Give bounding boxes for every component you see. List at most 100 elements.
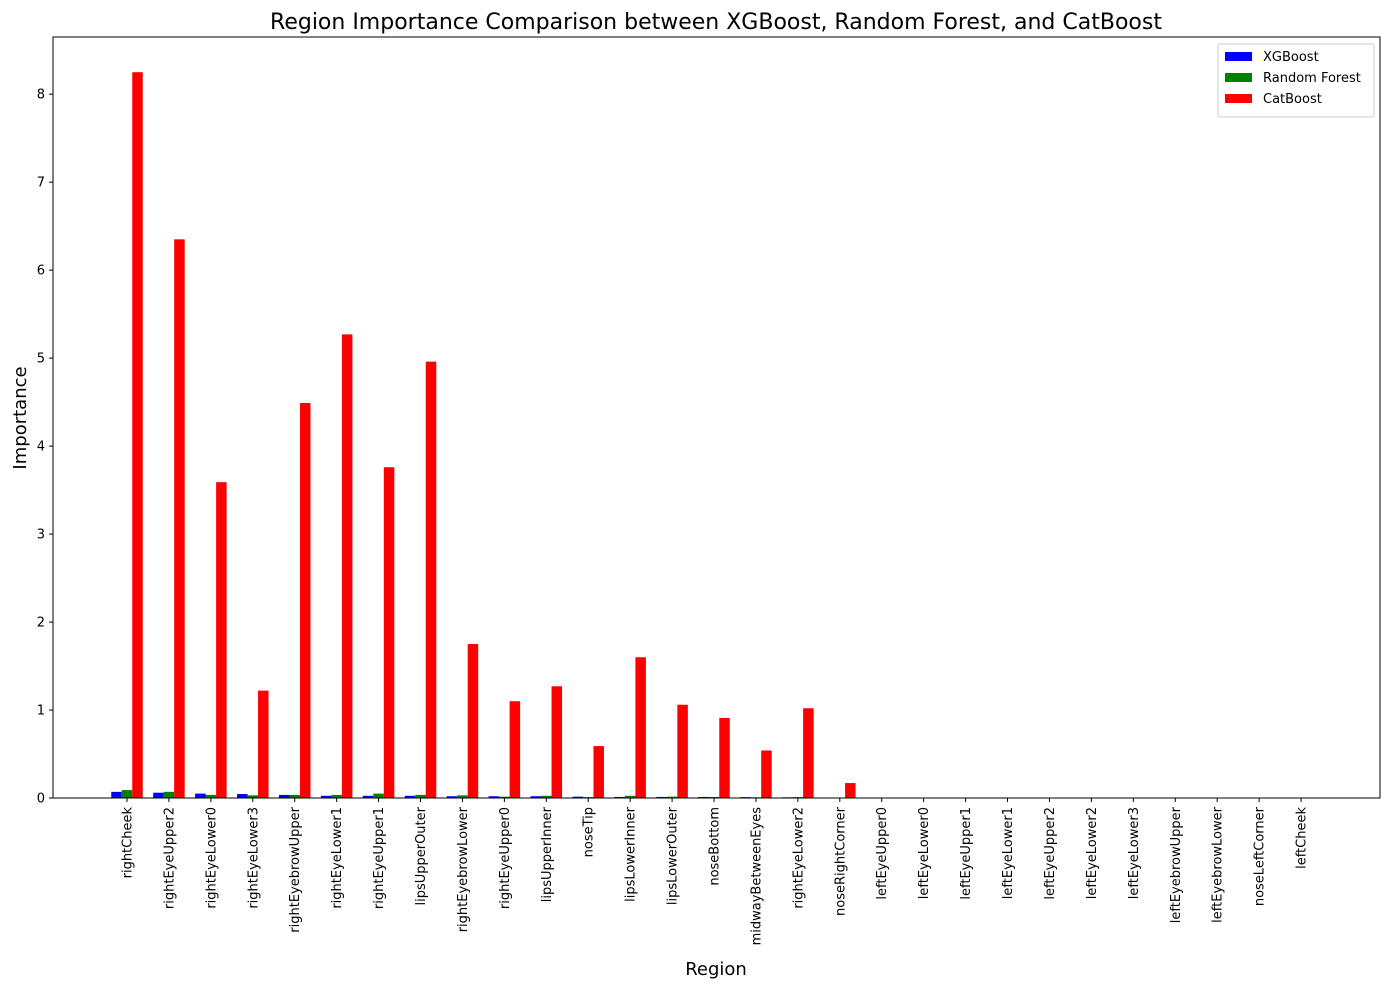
random-forest-bar — [666, 796, 678, 798]
catboost-bar — [677, 704, 688, 798]
legend-box — [1217, 43, 1375, 118]
y-tick-label: 3 — [37, 528, 45, 543]
random-forest-bar — [541, 795, 552, 798]
xgboost-bar — [320, 795, 332, 798]
x-tick-label: rightEyeUpper1 — [372, 807, 387, 909]
legend-swatch-catboost — [1225, 94, 1252, 103]
y-tick-label: 7 — [37, 176, 45, 191]
catboost-bar — [803, 708, 814, 798]
random-forest-bar — [121, 790, 133, 798]
xgboost-bar — [488, 796, 500, 798]
x-tick-label: lipsLowerInner — [624, 806, 639, 902]
random-forest-bar — [289, 794, 300, 798]
catboost-bar — [509, 701, 521, 798]
xgboost-bar — [195, 793, 206, 798]
xgboost-bar — [362, 795, 374, 798]
legend-label-catboost: CatBoost — [1263, 92, 1322, 107]
catboost-bar — [258, 690, 269, 798]
x-tick-label: rightEyeLower2 — [791, 807, 806, 909]
legend: XGBoost Random Forest CatBoost — [1217, 43, 1375, 118]
bars-group — [111, 72, 856, 799]
catboost-bar — [593, 746, 604, 798]
xgboost-bar — [237, 794, 248, 798]
catboost-bar — [383, 467, 395, 798]
catboost-bar — [719, 717, 730, 798]
xgboost-bar — [572, 796, 583, 798]
chart-title: Region Importance Comparison between XGB… — [270, 10, 1162, 35]
legend-label-xgboost: XGBoost — [1263, 50, 1319, 65]
random-forest-bar — [373, 793, 384, 798]
y-tick-label: 5 — [37, 352, 45, 367]
catboost-bar — [132, 72, 143, 799]
x-tick-label: leftEyebrowUpper — [1169, 806, 1184, 923]
x-tick-label: leftEyeLower2 — [1085, 807, 1100, 899]
x-tick-label: rightEyeLower0 — [204, 807, 219, 909]
x-tick-label: midwayBetweenEyes — [749, 807, 764, 946]
xgboost-bar — [530, 796, 542, 798]
catboost-bar — [216, 482, 227, 798]
xgboost-bar — [656, 796, 667, 798]
x-tick-label: leftEyeUpper2 — [1043, 807, 1058, 900]
y-tick-label: 6 — [37, 264, 45, 279]
x-tick-label: rightCheek — [121, 807, 136, 879]
x-tick-label: rightEyebrowLower — [456, 806, 471, 932]
random-forest-bar — [205, 794, 217, 798]
x-axis: rightCheek rightEyeUpper2 rightEyeLower0 ri… — [121, 798, 1310, 945]
x-tick-label: lipsUpperInner — [540, 806, 555, 902]
catboost-bar — [635, 657, 646, 798]
catboost-bar — [174, 239, 185, 799]
x-tick-label: rightEyeUpper2 — [162, 807, 177, 909]
x-tick-label: leftEyebrowLower — [1211, 806, 1226, 922]
xgboost-bar — [111, 791, 122, 798]
x-tick-label: noseLeftCorner — [1253, 806, 1268, 906]
x-axis-label: Region — [685, 959, 747, 980]
y-axis: 0 1 2 3 4 5 6 7 8 — [37, 88, 53, 807]
x-tick-label: rightEyebrowUpper — [288, 806, 303, 932]
catboost-bar — [551, 686, 563, 798]
random-forest-bar — [415, 794, 426, 798]
plot-frame — [52, 36, 1381, 799]
x-tick-label: leftEyeUpper0 — [875, 807, 890, 900]
y-tick-label: 8 — [37, 88, 45, 103]
y-tick-label: 1 — [37, 704, 45, 719]
legend-label-random-forest: Random Forest — [1263, 71, 1361, 86]
x-tick-label: rightEyeUpper0 — [498, 807, 513, 909]
y-axis-label: Importance — [10, 366, 31, 469]
xgboost-bar — [404, 795, 416, 798]
xgboost-bar — [153, 792, 164, 798]
legend-swatch-random-forest — [1225, 73, 1252, 82]
catboost-bar — [341, 334, 353, 798]
catboost-bar — [299, 402, 311, 798]
xgboost-bar — [698, 796, 709, 798]
x-tick-label: lipsLowerOuter — [666, 806, 681, 905]
y-tick-label: 0 — [37, 792, 45, 807]
x-tick-label: rightEyeLower1 — [330, 807, 345, 909]
random-forest-bar — [247, 795, 259, 798]
x-tick-label: noseRightCorner — [833, 806, 848, 916]
random-forest-bar — [331, 794, 342, 798]
x-tick-label: rightEyeLower3 — [246, 807, 261, 909]
xgboost-bar — [278, 794, 290, 798]
x-tick-label: leftEyeLower1 — [1001, 807, 1016, 899]
random-forest-bar — [624, 795, 636, 798]
x-tick-label: lipsUpperOuter — [414, 806, 429, 905]
x-tick-label: leftCheek — [1295, 807, 1310, 869]
x-tick-label: leftEyeLower3 — [1127, 807, 1142, 899]
random-forest-bar — [499, 796, 510, 798]
catboost-bar — [467, 644, 479, 798]
legend-swatch-xgboost — [1225, 52, 1252, 61]
random-forest-bar — [163, 791, 175, 798]
xgboost-bar — [446, 796, 458, 798]
catboost-bar — [425, 361, 437, 798]
random-forest-bar — [457, 795, 468, 798]
x-tick-label: leftEyeLower0 — [917, 807, 932, 899]
x-tick-label: leftEyeUpper1 — [959, 807, 974, 900]
catboost-bar — [761, 750, 772, 798]
x-tick-label: noseTip — [582, 807, 597, 857]
x-tick-label: noseBottom — [708, 807, 723, 886]
y-tick-label: 2 — [37, 616, 45, 631]
xgboost-bar — [614, 796, 625, 798]
random-forest-bar — [708, 796, 720, 798]
y-tick-label: 4 — [37, 440, 45, 455]
